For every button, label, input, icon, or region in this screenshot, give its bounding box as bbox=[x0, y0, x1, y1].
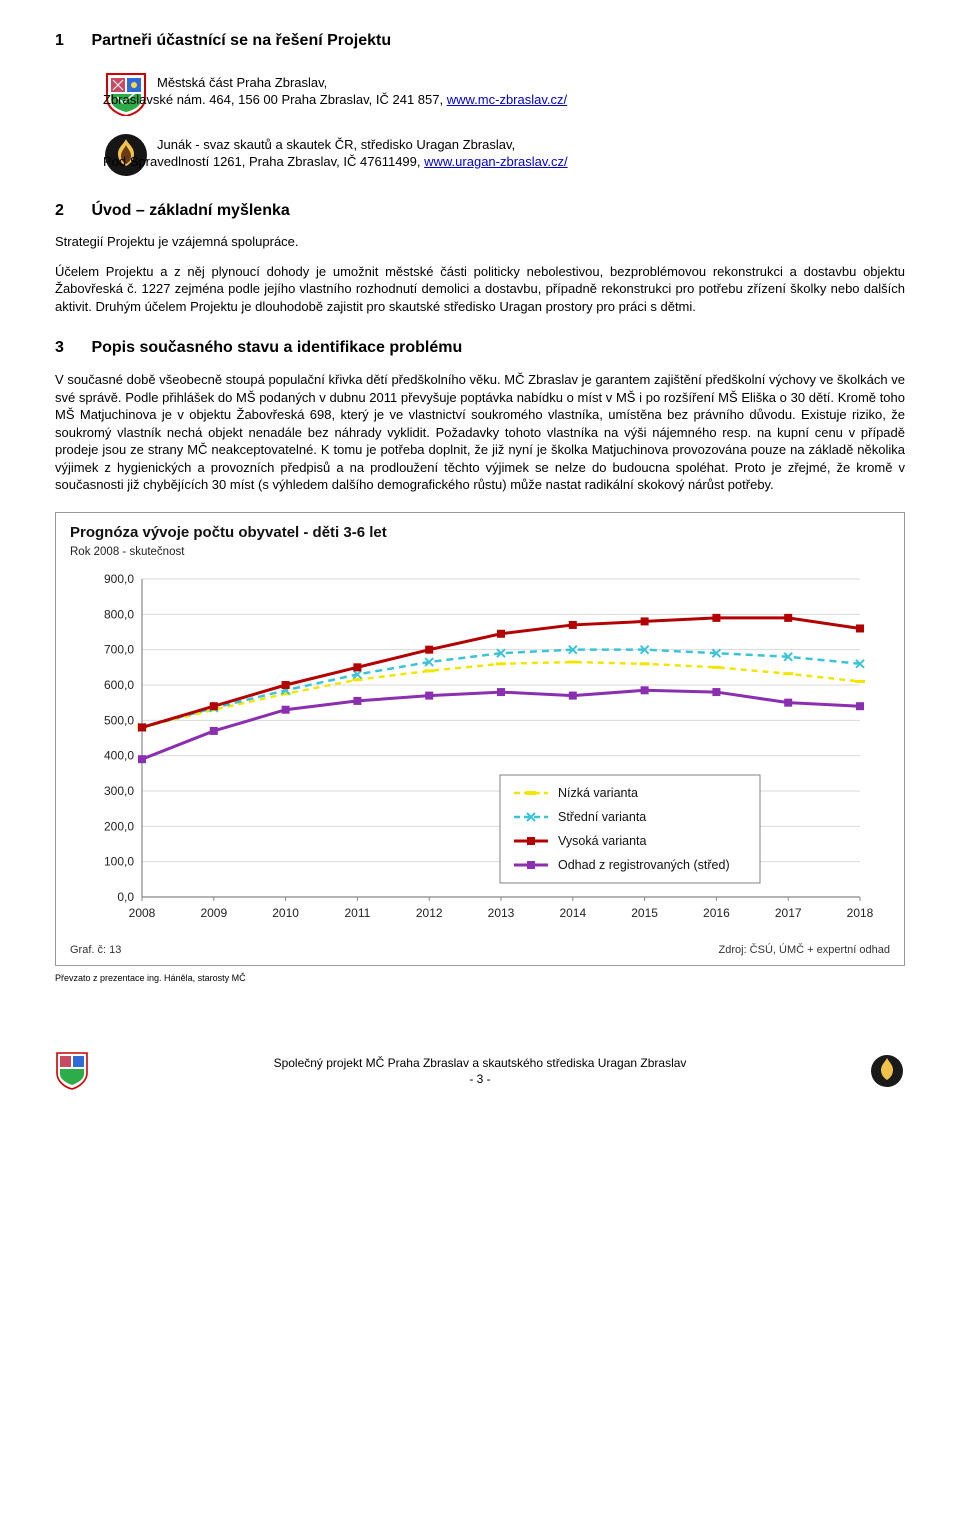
partner-2-line2: Pod Spravedlností 1261, Praha Zbraslav, … bbox=[103, 153, 568, 171]
page-footer: Společný projekt MČ Praha Zbraslav a ska… bbox=[55, 1055, 905, 1087]
svg-text:2015: 2015 bbox=[631, 906, 658, 920]
forecast-chart: 0,0 100,0 200,0 300,0 400,0 500,0 600,0 700,0 80… bbox=[70, 567, 890, 937]
svg-text:Odhad z registrovaných (střed): Odhad z registrovaných (střed) bbox=[558, 858, 730, 872]
section-3-text: Popis současného stavu a identifikace pr… bbox=[91, 339, 462, 356]
section-2-text: Úvod – základní myšlenka bbox=[91, 202, 289, 219]
svg-text:2011: 2011 bbox=[344, 906, 370, 920]
section-3-num: 3 bbox=[55, 337, 87, 359]
partner-2-address: Junák - svaz skautů a skautek ČR, středi… bbox=[157, 136, 568, 171]
svg-text:600,0: 600,0 bbox=[104, 678, 134, 692]
svg-text:300,0: 300,0 bbox=[104, 784, 134, 798]
svg-text:0,0: 0,0 bbox=[117, 890, 134, 904]
partner-2-row: Junák - svaz skautů a skautek ČR, středi… bbox=[103, 132, 905, 178]
partner-1-line2: Zbraslavské nám. 464, 156 00 Praha Zbras… bbox=[103, 91, 567, 109]
chart-subtitle: Rok 2008 - skutečnost bbox=[70, 545, 890, 561]
svg-text:800,0: 800,0 bbox=[104, 607, 134, 621]
chart-source: Zdroj: ČSÚ, ÚMČ + expertní odhad bbox=[719, 943, 891, 958]
svg-text:2016: 2016 bbox=[703, 906, 730, 920]
svg-text:Střední varianta: Střední varianta bbox=[558, 810, 646, 824]
partner-1-line1: Městská část Praha Zbraslav, bbox=[157, 74, 567, 92]
svg-text:Vysoká varianta: Vysoká varianta bbox=[558, 834, 647, 848]
svg-text:900,0: 900,0 bbox=[104, 572, 134, 586]
forecast-chart-wrap: Prognóza vývoje počtu obyvatel - děti 3-… bbox=[55, 512, 905, 967]
footer-coat-of-arms-icon bbox=[55, 1051, 89, 1091]
footer-text-block: Společný projekt MČ Praha Zbraslav a ska… bbox=[274, 1055, 687, 1087]
footer-page: - 3 - bbox=[274, 1071, 687, 1087]
svg-text:2009: 2009 bbox=[200, 906, 227, 920]
svg-text:2008: 2008 bbox=[129, 906, 156, 920]
svg-text:2013: 2013 bbox=[488, 906, 515, 920]
svg-text:2018: 2018 bbox=[847, 906, 874, 920]
section-2-num: 2 bbox=[55, 200, 87, 222]
partner-2-link[interactable]: www.uragan-zbraslav.cz/ bbox=[424, 154, 568, 169]
section-1-num: 1 bbox=[55, 30, 87, 52]
svg-text:100,0: 100,0 bbox=[104, 854, 134, 868]
svg-text:500,0: 500,0 bbox=[104, 713, 134, 727]
svg-text:2017: 2017 bbox=[775, 906, 802, 920]
partner-1-row: Městská část Praha Zbraslav, Zbraslavské… bbox=[103, 70, 905, 116]
section-2: 2 Úvod – základní myšlenka Strategií Pro… bbox=[55, 200, 905, 316]
svg-text:700,0: 700,0 bbox=[104, 642, 134, 656]
section-1-title: 1 Partneři účastnící se na řešení Projek… bbox=[55, 30, 905, 52]
partner-1-link[interactable]: www.mc-zbraslav.cz/ bbox=[447, 92, 567, 107]
svg-text:2012: 2012 bbox=[416, 906, 443, 920]
section-3: 3 Popis současného stavu a identifikace … bbox=[55, 337, 905, 493]
s2-p2: Účelem Projektu a z něj plynoucí dohody … bbox=[55, 263, 905, 316]
svg-text:2010: 2010 bbox=[272, 906, 299, 920]
chart-footer: Graf. č: 13 Zdroj: ČSÚ, ÚMČ + expertní o… bbox=[70, 943, 890, 958]
svg-text:400,0: 400,0 bbox=[104, 748, 134, 762]
svg-text:2014: 2014 bbox=[559, 906, 586, 920]
section-2-title: 2 Úvod – základní myšlenka bbox=[55, 200, 905, 222]
svg-text:Nízká varianta: Nízká varianta bbox=[558, 786, 638, 800]
footer-text: Společný projekt MČ Praha Zbraslav a ska… bbox=[274, 1055, 687, 1071]
partner-1-address: Městská část Praha Zbraslav, Zbraslavské… bbox=[157, 74, 567, 109]
chart-credit: Převzato z prezentace ing. Háněla, staro… bbox=[55, 972, 905, 984]
s3-p1: V současné době všeobecně stoupá populač… bbox=[55, 371, 905, 494]
section-1-text: Partneři účastnící se na řešení Projektu bbox=[91, 32, 391, 49]
footer-scout-logo-icon bbox=[869, 1053, 905, 1089]
chart-graf-num: Graf. č: 13 bbox=[70, 943, 121, 958]
svg-text:200,0: 200,0 bbox=[104, 819, 134, 833]
partner-2-line1: Junák - svaz skautů a skautek ČR, středi… bbox=[157, 136, 568, 154]
section-3-title: 3 Popis současného stavu a identifikace … bbox=[55, 337, 905, 359]
chart-title: Prognóza vývoje počtu obyvatel - děti 3-… bbox=[70, 523, 890, 543]
s2-p1: Strategií Projektu je vzájemná spoluprác… bbox=[55, 233, 905, 251]
